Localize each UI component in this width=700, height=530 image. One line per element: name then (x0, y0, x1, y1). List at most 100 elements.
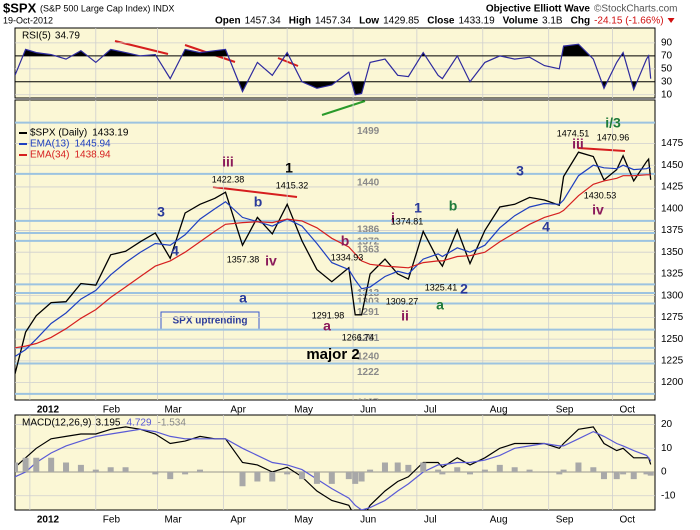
histogram-bar (439, 472, 446, 475)
y-tick-label: 1375 (661, 225, 684, 236)
wave-label: 3 (157, 204, 165, 220)
histogram-bar (556, 472, 563, 475)
histogram-bar (381, 462, 388, 472)
x-tick-label: Jun (360, 515, 376, 526)
x-tick-label: Apr (230, 515, 246, 526)
histogram-bar (630, 472, 637, 480)
histogram-bar (435, 469, 442, 472)
histogram-bar (560, 469, 567, 472)
y-tick-label: 1225 (661, 356, 684, 367)
wave-label: a (239, 290, 247, 306)
field-label: Close (427, 16, 455, 27)
histogram-bar (269, 472, 276, 482)
histogram-bar (345, 472, 352, 480)
macd-value: 4.729 (127, 418, 152, 429)
histogram-bar (481, 469, 488, 472)
x-tick-label: Mar (164, 515, 182, 526)
legend-name: RSI(5) (22, 31, 51, 42)
histogram-bar (92, 469, 99, 472)
histogram-bar (358, 472, 365, 482)
histogram-bar (15, 462, 18, 472)
histogram-bar (405, 464, 412, 472)
down-arrow (667, 18, 675, 23)
level-label: 1222 (357, 367, 380, 378)
x-tick-label: Feb (103, 405, 121, 416)
price-label: 1422.38 (212, 174, 245, 184)
price-label: 1325.41 (425, 282, 458, 292)
y-tick-label: 50 (661, 63, 673, 74)
trend-line (321, 100, 366, 116)
y-tick-label: 1200 (661, 377, 684, 388)
wave-label: major 2 (306, 346, 359, 363)
credit: ©StockCharts.com (594, 4, 678, 15)
x-tick-label: Aug (490, 405, 508, 416)
wave-label: b (341, 233, 350, 249)
y-tick-label: 20 (661, 419, 673, 430)
price-label: 1309.27 (386, 296, 419, 306)
histogram-bar (620, 472, 627, 475)
y-tick-label: 1425 (661, 182, 684, 193)
date: 19-Oct-2012 (3, 15, 53, 25)
series-line (15, 43, 652, 96)
x-tick-label: Oct (619, 515, 635, 526)
y-tick-label: -10 (661, 490, 676, 501)
x-tick-label: Mar (164, 405, 182, 416)
histogram-bar (107, 467, 114, 472)
histogram-bar (22, 457, 29, 472)
level-label: 1440 (357, 178, 380, 189)
y-tick-label: 1450 (661, 160, 684, 171)
histogram-bar (352, 472, 359, 484)
histogram-bar (511, 467, 518, 472)
macd-title: MACD(12,26,9) (22, 418, 91, 429)
y-tick-label: 1250 (661, 334, 684, 345)
series-line (15, 426, 652, 510)
price-label: 1266.74 (342, 332, 375, 342)
histogram-bar (496, 464, 503, 472)
x-tick-label: Aug (490, 515, 508, 526)
wave-label: 2 (460, 281, 468, 297)
field-label: Volume (503, 16, 539, 27)
x-tick-label: Sep (556, 515, 574, 526)
level-label: 1261 (357, 333, 380, 344)
y-tick-label: 1300 (661, 290, 684, 301)
histogram-bar (394, 462, 401, 472)
x-tick-label: Jul (424, 515, 437, 526)
field-value: 1429.85 (383, 16, 420, 27)
histogram-bar (643, 472, 650, 475)
source: Objective Elliott Wave (486, 4, 591, 15)
histogram-bar (63, 462, 70, 472)
y-tick-label: 70 (661, 51, 673, 62)
y-tick-label: 10 (661, 443, 673, 454)
histogram-bar (575, 462, 582, 472)
y-tick-label: 10 (661, 89, 673, 100)
field-label: High (289, 16, 311, 27)
wave-label: ii (401, 308, 409, 324)
legend-name: $SPX (Daily) (30, 128, 87, 139)
field-label: Chg (571, 16, 590, 27)
wave-label: 1 (414, 200, 422, 216)
legend-value: 1438.94 (74, 150, 111, 161)
level-label: 1499 (357, 126, 380, 137)
histogram-bar (122, 467, 129, 472)
histogram-bar (152, 472, 159, 475)
symbol-name: (S&P 500 Large Cap Index) INDX (40, 3, 174, 13)
symbol: $SPX (3, 0, 37, 15)
wave-label: i/3 (605, 115, 621, 131)
y-tick-label: 1325 (661, 269, 684, 280)
histogram-bar (77, 464, 84, 472)
level-label: 1240 (357, 351, 380, 362)
y-tick-label: 1475 (661, 138, 684, 149)
histogram-bar (420, 462, 427, 472)
wave-label: b (254, 194, 263, 210)
level-label: 1303 (357, 297, 380, 308)
trend-line (212, 186, 298, 198)
wave-label: iii (222, 154, 234, 170)
histogram-bar (167, 472, 174, 480)
x-tick-label: Feb (103, 515, 121, 526)
histogram-bar (299, 472, 306, 480)
legend-value: 1445.94 (74, 139, 111, 150)
field-label: Open (215, 16, 241, 27)
field-value: 3.1B (542, 16, 563, 27)
x-tick-label: 2012 (37, 515, 60, 526)
